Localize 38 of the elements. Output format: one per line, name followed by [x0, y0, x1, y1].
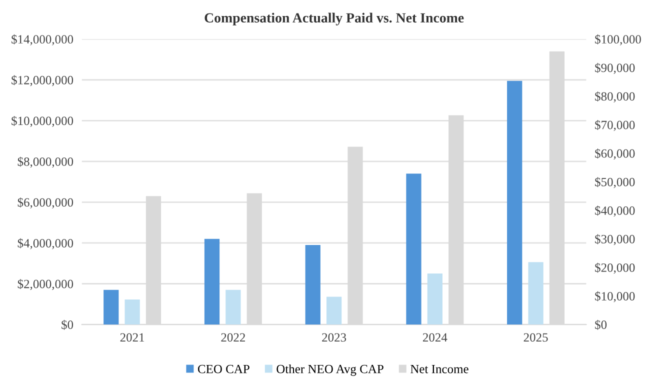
x-tick-label: 2022 — [221, 333, 245, 342]
y2-tick-label: $100,000 — [595, 34, 641, 46]
legend-label: CEO CAP — [198, 364, 250, 374]
y2-tick-label: $20,000 — [595, 262, 635, 274]
legend-label: Net Income — [410, 364, 468, 374]
bar — [406, 174, 422, 325]
y2-tick-label: $60,000 — [595, 148, 635, 160]
y2-tick-label: $10,000 — [595, 291, 635, 302]
bar — [326, 296, 342, 325]
y-tick-label: $10,000,000 — [12, 116, 74, 127]
y-tick-label: $12,000,000 — [12, 75, 74, 86]
y-tick-label: $14,000,000 — [12, 34, 74, 46]
bar — [124, 299, 140, 325]
y2-tick-label: $0 — [595, 320, 607, 330]
bar — [204, 238, 220, 325]
bar — [528, 262, 544, 325]
chart-title: Compensation Actually Paid vs. Net Income — [204, 12, 464, 26]
x-tick-label: 2021 — [120, 333, 144, 342]
y-tick-label: $8,000,000 — [18, 156, 74, 168]
y2-tick-label: $50,000 — [595, 177, 635, 188]
bar — [507, 80, 522, 325]
y2-tick-label: $80,000 — [595, 91, 635, 102]
bar — [305, 245, 320, 325]
y-tick-label: $6,000,000 — [18, 197, 74, 208]
y-tick-label: $4,000,000 — [18, 238, 74, 250]
y-tick-label: $0 — [62, 320, 74, 330]
bar — [104, 290, 119, 325]
y2-tick-label: $30,000 — [595, 234, 635, 246]
x-tick-label: 2024 — [422, 333, 448, 342]
y2-tick-label: $90,000 — [595, 62, 635, 74]
bar — [226, 290, 241, 325]
legend-label: Other NEO Avg CAP — [276, 364, 384, 376]
x-tick-label: 2025 — [524, 333, 548, 342]
y-tick-label: $2,000,000 — [18, 279, 74, 290]
bar — [427, 274, 442, 325]
x-tick-label: 2023 — [322, 333, 346, 342]
y2-tick-label: $70,000 — [595, 120, 635, 131]
y2-tick-label: $40,000 — [595, 206, 635, 217]
